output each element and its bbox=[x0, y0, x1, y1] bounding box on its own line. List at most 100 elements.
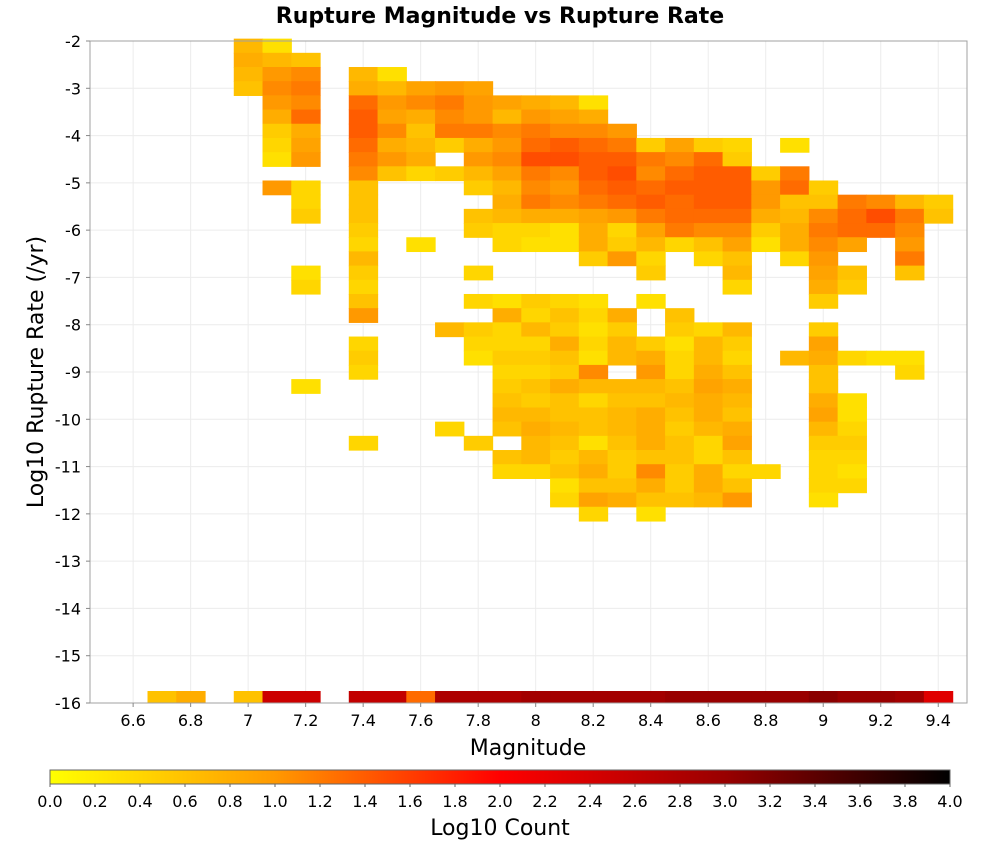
colorbar-tick-label: 2.4 bbox=[577, 792, 602, 811]
heatmap-cell bbox=[377, 691, 407, 703]
heatmap-cell bbox=[521, 180, 551, 196]
heatmap-cell bbox=[291, 180, 321, 196]
heatmap-cell bbox=[492, 407, 522, 423]
heatmap-cell bbox=[578, 350, 609, 366]
heatmap-cell bbox=[751, 180, 781, 196]
heatmap-cell bbox=[521, 223, 551, 238]
heatmap-cell bbox=[837, 194, 867, 210]
heatmap-cell bbox=[665, 350, 695, 366]
heatmap-cell bbox=[607, 350, 637, 366]
heatmap-cell bbox=[262, 38, 292, 54]
heatmap-cell bbox=[693, 478, 724, 494]
y-tick-label: -4 bbox=[65, 127, 81, 146]
heatmap-cell bbox=[665, 407, 695, 423]
y-tick-label: -15 bbox=[55, 647, 81, 666]
heatmap-cell bbox=[722, 450, 752, 465]
heatmap-cell bbox=[521, 95, 551, 111]
heatmap-cell bbox=[808, 279, 839, 295]
x-tick-label: 6.6 bbox=[120, 711, 145, 730]
heatmap-cell bbox=[693, 180, 724, 196]
heatmap-cell bbox=[636, 421, 666, 437]
heatmap-cell bbox=[348, 109, 379, 125]
heatmap-cell bbox=[348, 308, 379, 323]
heatmap-cell bbox=[550, 492, 580, 508]
heatmap-cell bbox=[722, 194, 752, 210]
heatmap-cell bbox=[693, 237, 724, 253]
y-tick-label: -12 bbox=[55, 505, 81, 524]
heatmap-cell bbox=[607, 123, 637, 139]
heatmap-cell bbox=[521, 322, 551, 338]
heatmap-cell bbox=[751, 237, 781, 253]
heatmap-cell bbox=[492, 336, 522, 352]
colorbar-tick-label: 1.0 bbox=[262, 792, 287, 811]
heatmap-cell bbox=[348, 293, 379, 309]
heatmap-cell bbox=[665, 208, 695, 224]
heatmap-cell bbox=[492, 208, 522, 224]
colorbar-tick-label: 1.4 bbox=[352, 792, 377, 811]
colorbar-tick-label: 3.2 bbox=[757, 792, 782, 811]
heatmap-cell bbox=[895, 251, 925, 267]
x-tick-label: 7.6 bbox=[408, 711, 433, 730]
heatmap-cell bbox=[693, 152, 724, 167]
heatmap-cell bbox=[550, 152, 580, 167]
heatmap-cell bbox=[492, 308, 522, 323]
heatmap-cell bbox=[463, 435, 494, 451]
heatmap-cell bbox=[550, 450, 580, 465]
heatmap-cell bbox=[578, 293, 609, 309]
colorbar-tick-label: 1.6 bbox=[397, 792, 422, 811]
heatmap-cell bbox=[636, 208, 666, 224]
heatmap-cell bbox=[463, 166, 494, 182]
heatmap-cell bbox=[463, 293, 494, 309]
heatmap-cell bbox=[348, 152, 379, 167]
heatmap-cell bbox=[808, 393, 839, 409]
heatmap-cell bbox=[636, 180, 666, 196]
heatmap-cell bbox=[550, 350, 580, 366]
heatmap-cell bbox=[492, 166, 522, 182]
heatmap-cell bbox=[780, 223, 810, 238]
heatmap-cell bbox=[895, 364, 925, 380]
heatmap-cell bbox=[463, 223, 494, 238]
y-tick-label: -13 bbox=[55, 552, 81, 571]
heatmap-cell bbox=[808, 208, 839, 224]
heatmap-cell bbox=[722, 379, 752, 394]
heatmap-cell bbox=[837, 691, 867, 703]
colorbar-tick-label: 3.6 bbox=[847, 792, 872, 811]
heatmap-cell bbox=[521, 364, 551, 380]
heatmap-cell bbox=[406, 81, 436, 96]
heatmap-cell bbox=[722, 208, 752, 224]
heatmap-cell bbox=[693, 194, 724, 210]
heatmap-cell bbox=[722, 336, 752, 352]
heatmap-cell bbox=[291, 67, 321, 82]
heatmap-cell bbox=[607, 137, 637, 153]
heatmap-cell bbox=[665, 194, 695, 210]
heatmap-cell bbox=[837, 265, 867, 281]
heatmap-cell bbox=[607, 322, 637, 338]
heatmap-cell bbox=[866, 691, 896, 703]
heatmap-cell bbox=[636, 251, 666, 267]
heatmap-cell bbox=[837, 237, 867, 253]
heatmap-cell bbox=[636, 223, 666, 238]
heatmap-cell bbox=[550, 208, 580, 224]
heatmap-cell bbox=[693, 435, 724, 451]
heatmap-cell bbox=[262, 180, 292, 196]
heatmap-cell bbox=[636, 364, 666, 380]
heatmap-cell bbox=[693, 421, 724, 437]
heatmap-cell bbox=[550, 407, 580, 423]
colorbar-tick-label: 0.8 bbox=[217, 792, 242, 811]
heatmap-cell bbox=[665, 180, 695, 196]
heatmap-cell bbox=[492, 691, 522, 703]
heatmap-cell bbox=[521, 336, 551, 352]
heatmap-cell bbox=[377, 152, 407, 167]
heatmap-cell bbox=[492, 237, 522, 253]
heatmap-cell bbox=[636, 137, 666, 153]
heatmap-cell bbox=[262, 109, 292, 125]
heatmap-cell bbox=[607, 237, 637, 253]
x-tick-label: 9.4 bbox=[926, 711, 951, 730]
x-tick-label: 7.4 bbox=[350, 711, 375, 730]
heatmap-cell bbox=[636, 265, 666, 281]
colorbar-tick-label: 3.4 bbox=[802, 792, 827, 811]
heatmap-cell bbox=[521, 137, 551, 153]
heatmap-cell bbox=[808, 251, 839, 267]
